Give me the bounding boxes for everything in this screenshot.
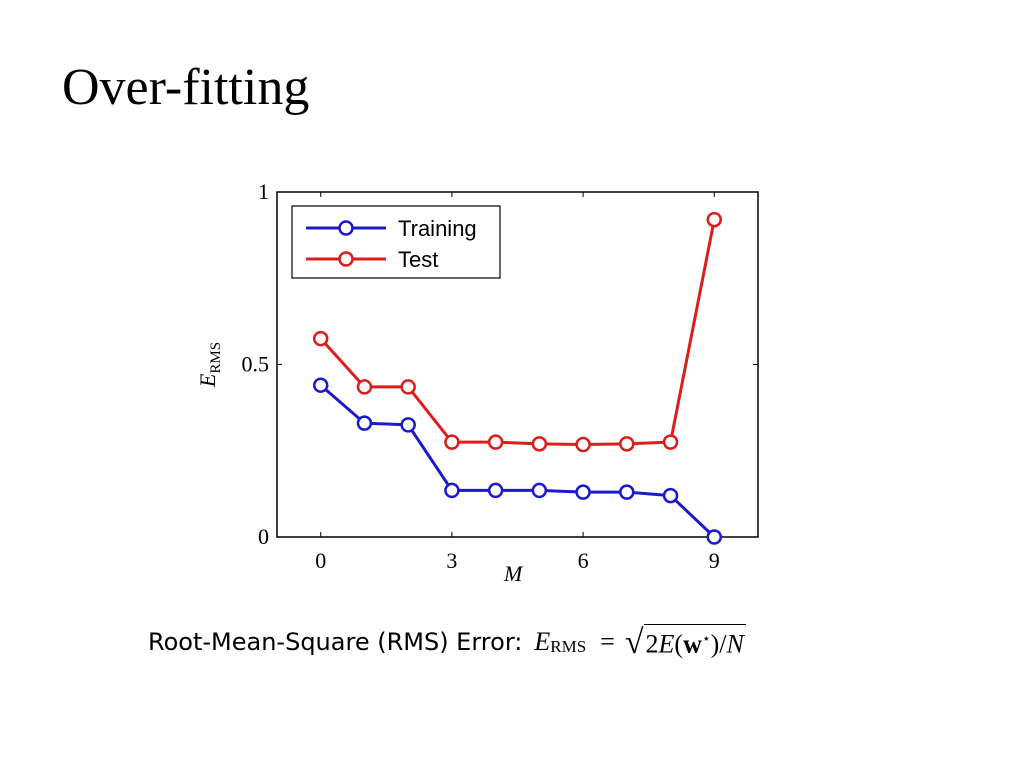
point-test-6 [575, 436, 591, 453]
caption-label: Root-Mean-Square (RMS) Error: [148, 628, 523, 656]
point-test-4 [487, 434, 504, 450]
point-test-0 [312, 330, 329, 347]
legend-label-training: Training [398, 216, 477, 241]
point-training-1 [356, 415, 373, 431]
formula-radicand: 2E(w⋆)/N [643, 624, 746, 660]
radicand-N: N [726, 629, 744, 659]
y-axis-label-subscript: RMS [208, 342, 224, 374]
radicand-star: ⋆ [701, 632, 711, 648]
point-training-6 [575, 484, 591, 500]
formula-lhs-symbol: E [534, 627, 551, 656]
y-axis-label-symbol: E [195, 373, 220, 388]
point-test-3 [444, 434, 460, 450]
x-axis-label: M [503, 561, 524, 586]
x-tick-label-3: 9 [709, 548, 720, 573]
caption: Root-Mean-Square (RMS) Error: E RMS = √ … [148, 622, 746, 662]
y-tick-label-1: 0.5 [242, 352, 270, 377]
series-line-test [319, 219, 716, 447]
x-tick-label-2: 6 [578, 548, 589, 573]
y-tick-label-2: 1 [258, 179, 269, 204]
point-test-9 [706, 211, 723, 228]
point-training-2 [400, 417, 416, 433]
point-training-4 [487, 482, 504, 499]
radicand-close: )/ [710, 629, 727, 659]
radicand-w: w [683, 629, 702, 659]
rms-formula: E RMS = √ 2E(w⋆)/N [534, 622, 746, 662]
legend-box [291, 205, 501, 279]
slide-title: Over-fitting [62, 59, 310, 116]
point-training-0 [312, 377, 329, 393]
point-test-7 [619, 436, 635, 452]
x-tick-label-1: 3 [446, 548, 457, 573]
point-test-1 [356, 379, 373, 395]
series-line-training [319, 384, 716, 539]
radicand-open: ( [674, 629, 684, 659]
formula-lhs-subscript: RMS [550, 637, 587, 656]
point-test-8 [662, 434, 679, 450]
point-training-8 [662, 487, 679, 504]
point-training-5 [531, 482, 548, 499]
y-axis-label: ERMS [195, 342, 224, 388]
point-training-3 [444, 482, 460, 499]
rms-error-chart: 0 3 6 9 0 0.5 1 M ERMS Training Test [195, 179, 759, 586]
formula-equals: = [600, 627, 615, 656]
legend-marker-test [338, 251, 354, 267]
sqrt-icon: √ [624, 624, 644, 661]
x-tick-label-0: 0 [315, 548, 326, 573]
point-test-2 [400, 379, 416, 395]
point-training-7 [619, 484, 635, 500]
legend-marker-training [338, 220, 354, 236]
legend-label-test: Test [398, 247, 438, 272]
radicand-prefix: 2 [645, 629, 659, 659]
point-training-9 [706, 529, 723, 545]
point-test-5 [531, 436, 548, 452]
radicand-E: E [658, 629, 675, 659]
y-tick-label-0: 0 [258, 524, 269, 549]
